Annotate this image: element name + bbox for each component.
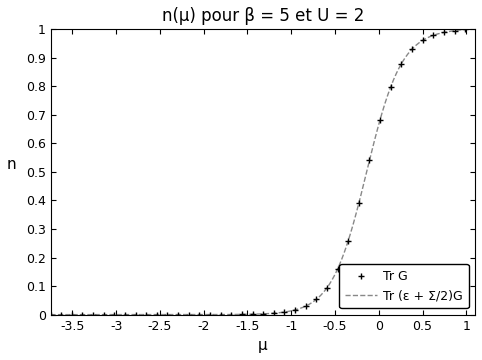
X-axis label: μ: μ bbox=[258, 338, 268, 353]
Y-axis label: n: n bbox=[7, 157, 16, 172]
Legend: Tr G, Tr (ε + Σ/2)G: Tr G, Tr (ε + Σ/2)G bbox=[339, 264, 469, 309]
Title: n(μ) pour β = 5 et U = 2: n(μ) pour β = 5 et U = 2 bbox=[161, 7, 364, 25]
